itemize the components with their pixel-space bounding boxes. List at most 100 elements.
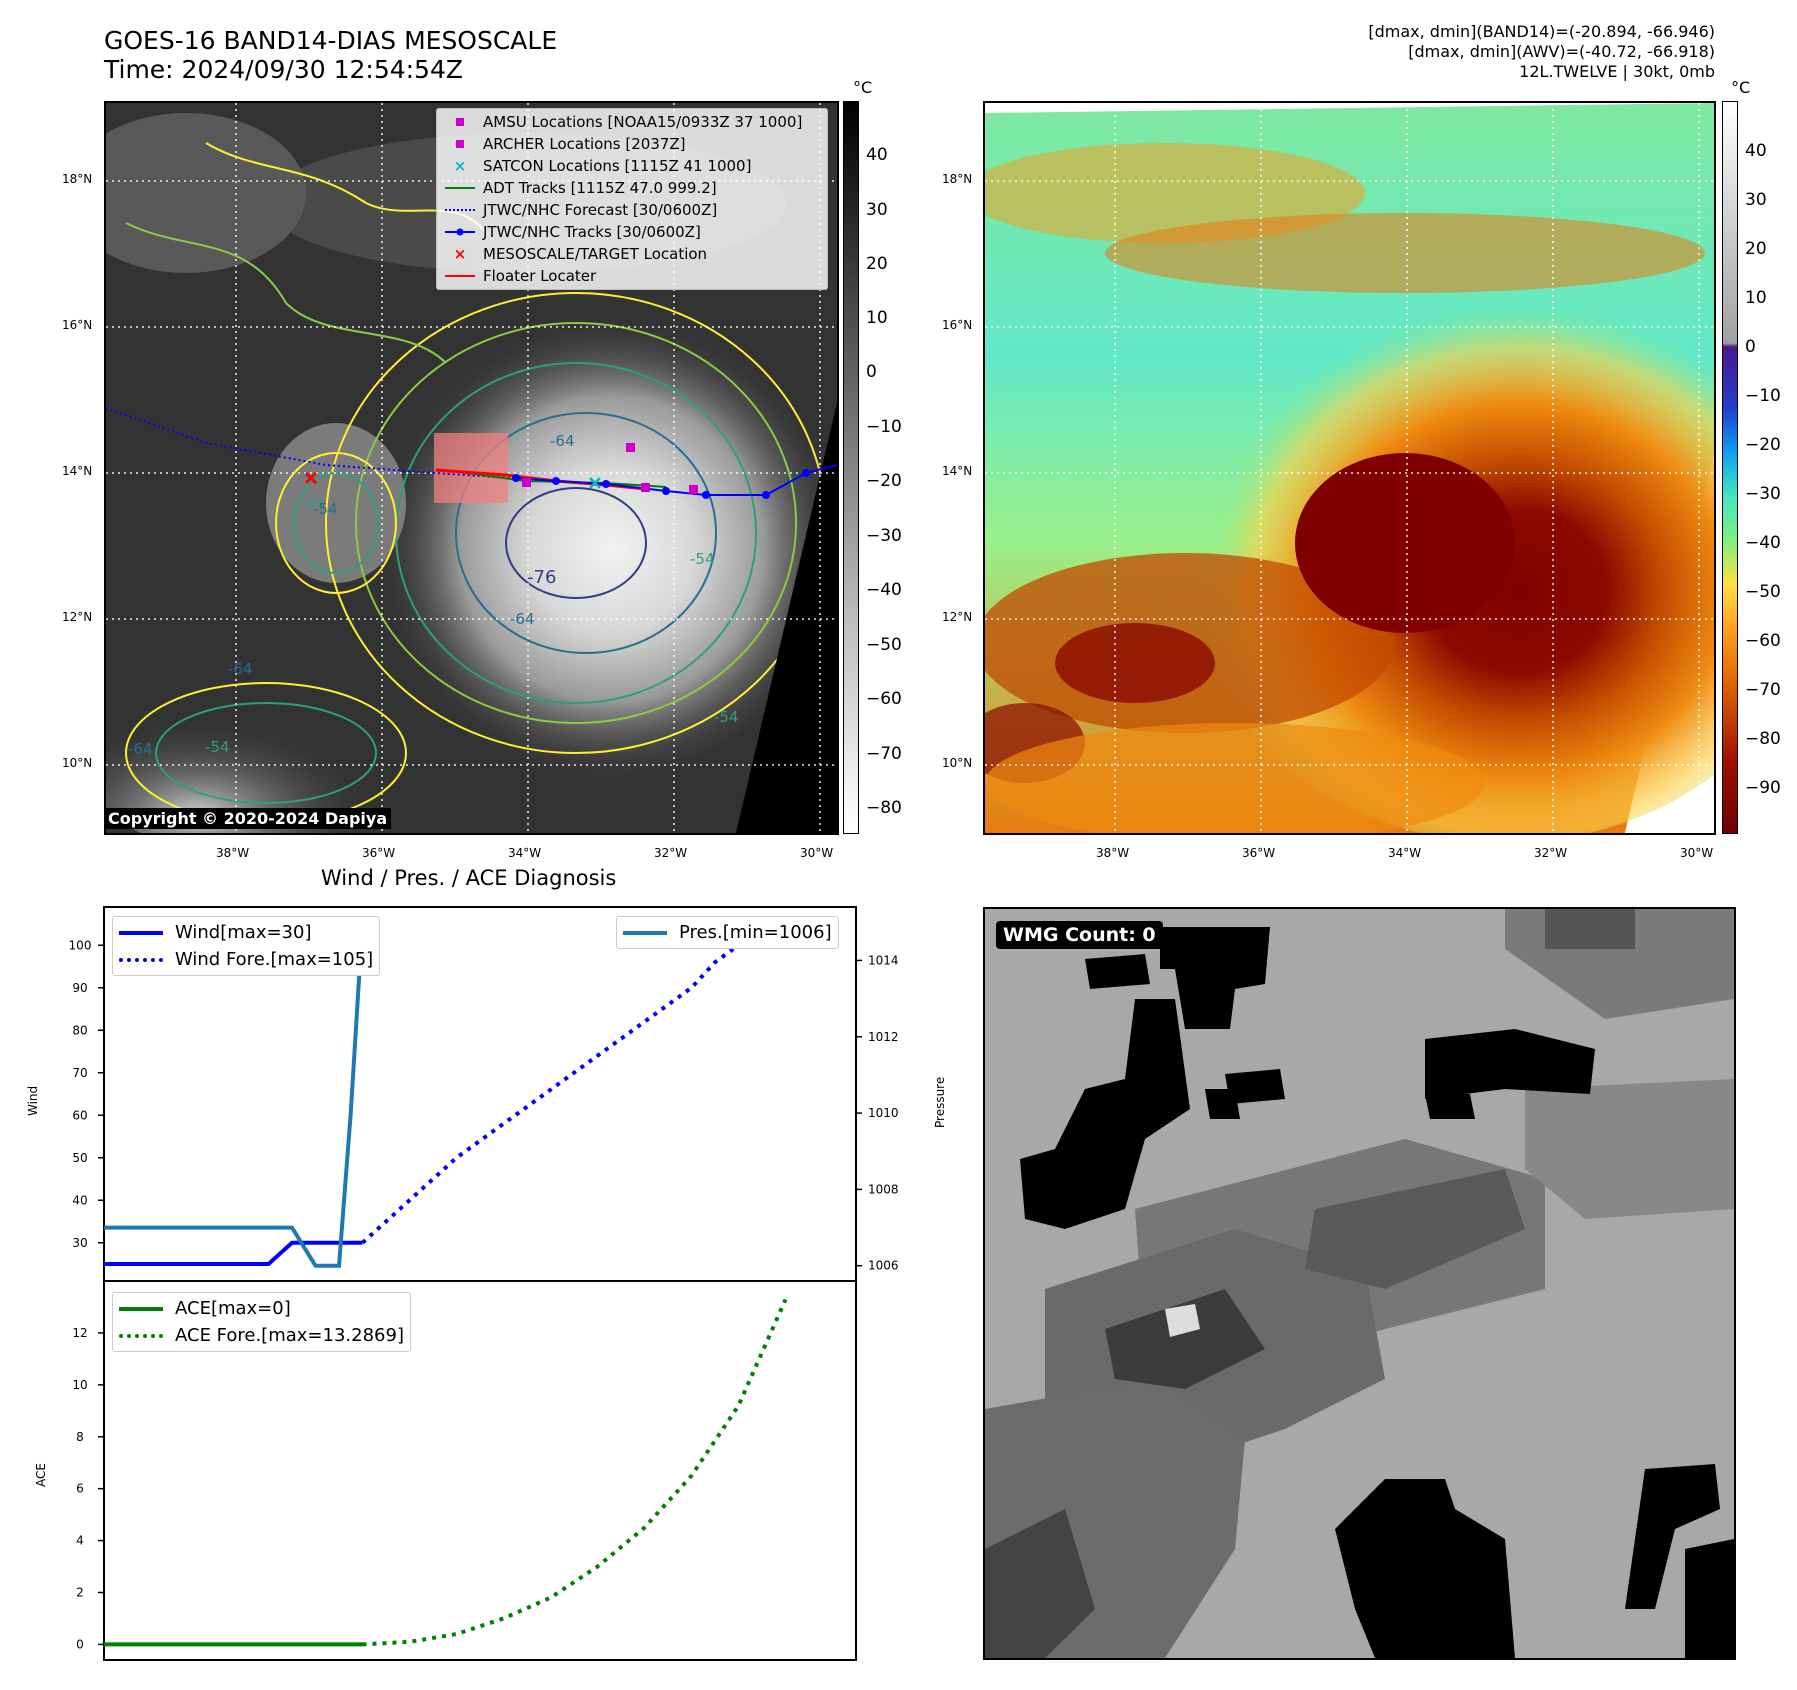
- info-line-3: 12L.TWELVE | 30kt, 0mb: [1519, 62, 1715, 81]
- colorbar-tick: −10: [1745, 386, 1781, 406]
- dotted-line-icon: [119, 957, 163, 962]
- blue-dotted-line-icon: [437, 209, 483, 211]
- magenta-square-icon: [437, 118, 483, 126]
- pressure-ytick-label: 1008: [868, 1182, 899, 1196]
- pressure-ytick-label: 1014: [868, 953, 899, 967]
- info-line-1: [dmax, dmin](BAND14)=(-20.894, -66.946): [1368, 22, 1715, 41]
- awv-satellite-image: [985, 103, 1714, 833]
- ace-ytick-label: 10: [72, 1378, 87, 1392]
- pressure-ytick-label: 1012: [868, 1030, 899, 1044]
- colorbar-tick: −60: [1745, 631, 1781, 651]
- lat-label: 10°N: [62, 756, 93, 770]
- colorbar-tick: −80: [866, 798, 902, 818]
- contour-label: -64: [228, 660, 253, 678]
- wind-ytick-label: 80: [72, 1023, 87, 1037]
- legend-item-target: × MESOSCALE/TARGET Location: [437, 243, 827, 265]
- colorbar-tick: 20: [1745, 239, 1767, 259]
- colorbar-tick: −40: [866, 580, 902, 600]
- colorbar-tick: 30: [866, 200, 888, 220]
- info-block: [dmax, dmin](BAND14)=(-20.894, -66.946) …: [1368, 22, 1715, 82]
- ace-ytick-label: 12: [72, 1326, 87, 1340]
- wind-ytick-label: 70: [72, 1066, 87, 1080]
- contour-label: -64: [510, 610, 535, 628]
- red-line-icon: [437, 275, 483, 277]
- colorbar-tick: 20: [866, 254, 888, 274]
- title-line-1: GOES-16 BAND14-DIAS MESOSCALE: [104, 26, 558, 55]
- legend-item-ace-forecast: ACE Fore.[max=13.2869]: [119, 1322, 404, 1349]
- colorbar-tick: −10: [866, 417, 902, 437]
- legend-item-archer: ARCHER Locations [2037Z]: [437, 133, 827, 155]
- lon-label: 38°W: [1096, 846, 1130, 860]
- contour-label: -64: [128, 740, 153, 758]
- colorbar-tick: 40: [1745, 141, 1767, 161]
- colorbar-tick: −30: [1745, 484, 1781, 504]
- ir-colorbar-unit: °C: [853, 78, 873, 97]
- lon-label: 36°W: [1242, 846, 1276, 860]
- wind-ytick-label: 50: [72, 1151, 87, 1165]
- lon-label: 36°W: [362, 846, 396, 860]
- colorbar-tick: −20: [866, 471, 902, 491]
- colorbar-tick: 0: [1745, 337, 1756, 357]
- colorbar-tick: 10: [866, 308, 888, 328]
- lat-label: 16°N: [62, 318, 93, 332]
- wind-axis-label: Wind: [26, 1085, 40, 1116]
- magenta-square-icon: [437, 140, 483, 148]
- lat-label: 18°N: [942, 172, 973, 186]
- ir-legend: AMSU Locations [NOAA15/0933Z 37 1000] AR…: [436, 108, 828, 290]
- contour-label: -54: [205, 738, 230, 756]
- diagnosis-title: Wind / Pres. / ACE Diagnosis: [321, 866, 617, 890]
- ace-ytick-label: 6: [76, 1482, 84, 1496]
- lon-label: 38°W: [216, 846, 250, 860]
- ace-ytick-label: 8: [76, 1430, 84, 1444]
- info-line-2: [dmax, dmin](AWV)=(-40.72, -66.918): [1408, 42, 1715, 61]
- lon-label: 32°W: [654, 846, 688, 860]
- colorbar-tick: −30: [866, 526, 902, 546]
- red-x-icon: ×: [453, 245, 467, 263]
- lon-label: 34°W: [508, 846, 542, 860]
- legend-item-amsu: AMSU Locations [NOAA15/0933Z 37 1000]: [437, 111, 827, 133]
- green-line-icon: [437, 187, 483, 189]
- legend-item-adt: ADT Tracks [1115Z 47.0 999.2]: [437, 177, 827, 199]
- awv-satellite-panel: [983, 101, 1716, 835]
- pressure-legend: Pres.[min=1006]: [616, 916, 839, 949]
- awv-colorbar: [1722, 101, 1738, 834]
- wmg-count-badge: WMG Count: 0: [996, 921, 1163, 949]
- lat-label: 14°N: [62, 464, 93, 478]
- contour-label: -54: [690, 550, 715, 568]
- ace-ytick-label: 2: [76, 1586, 84, 1600]
- ir-colorbar: [843, 101, 859, 834]
- solid-line-icon: [119, 1306, 163, 1311]
- lon-label: 30°W: [800, 846, 834, 860]
- ace-series-line-1: [362, 1298, 788, 1647]
- legend-item-wind: Wind[max=30]: [119, 919, 373, 946]
- contour-label: -54: [714, 708, 739, 726]
- pressure-axis-label: Pressure: [933, 1076, 947, 1128]
- lat-label: 12°N: [62, 610, 93, 624]
- series-line-0: [104, 1240, 363, 1266]
- dotted-line-icon: [119, 1333, 163, 1338]
- colorbar-tick: −90: [1745, 778, 1781, 798]
- wmg-panel: [983, 907, 1736, 1660]
- pressure-ytick-label: 1010: [868, 1106, 899, 1120]
- figure-title: GOES-16 BAND14-DIAS MESOSCALE Time: 2024…: [104, 26, 557, 84]
- lat-label: 14°N: [942, 464, 973, 478]
- colorbar-tick: −70: [866, 744, 902, 764]
- cyan-x-icon: ×: [453, 157, 467, 175]
- colorbar-tick: 40: [866, 145, 888, 165]
- colorbar-tick: 0: [866, 362, 877, 382]
- legend-item-pressure: Pres.[min=1006]: [623, 919, 832, 946]
- colorbar-tick: −50: [866, 635, 902, 655]
- legend-item-tracks: JTWC/NHC Tracks [30/0600Z]: [437, 221, 827, 243]
- colorbar-tick: 30: [1745, 190, 1767, 210]
- colorbar-tick: −80: [1745, 729, 1781, 749]
- legend-item-wind-forecast: Wind Fore.[max=105]: [119, 946, 373, 973]
- colorbar-tick: −70: [1745, 680, 1781, 700]
- colorbar-tick: −40: [1745, 533, 1781, 553]
- lat-label: 18°N: [62, 172, 93, 186]
- ace-legend: ACE[max=0] ACE Fore.[max=13.2869]: [112, 1292, 411, 1352]
- wind-ytick-label: 60: [72, 1108, 87, 1122]
- contour-label: -64: [550, 432, 575, 450]
- wind-ytick-label: 100: [69, 938, 92, 952]
- wmg-image: [985, 909, 1734, 1658]
